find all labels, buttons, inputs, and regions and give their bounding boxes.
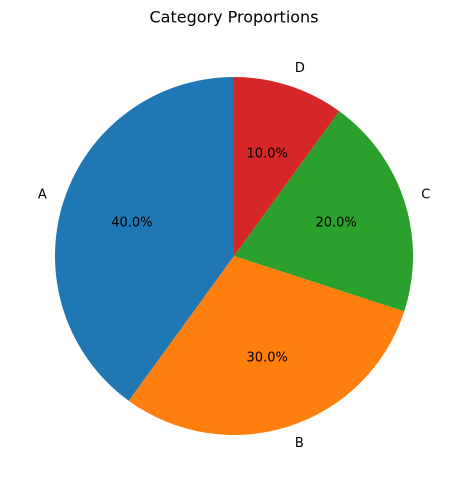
value-label: 30.0%	[247, 351, 288, 366]
pie-slice	[234, 111, 413, 312]
chart-title: Category Proportions	[149, 8, 318, 27]
pie-slice	[234, 77, 340, 256]
value-label: 40.0%	[111, 215, 152, 230]
category-label: A	[38, 188, 47, 203]
category-label: D	[295, 61, 305, 76]
value-label: 10.0%	[247, 146, 288, 161]
pie-slice	[54, 77, 235, 401]
pie-slice	[128, 256, 405, 435]
value-label: 20.0%	[315, 215, 356, 230]
category-label: B	[295, 436, 304, 451]
category-label: C	[421, 188, 430, 203]
